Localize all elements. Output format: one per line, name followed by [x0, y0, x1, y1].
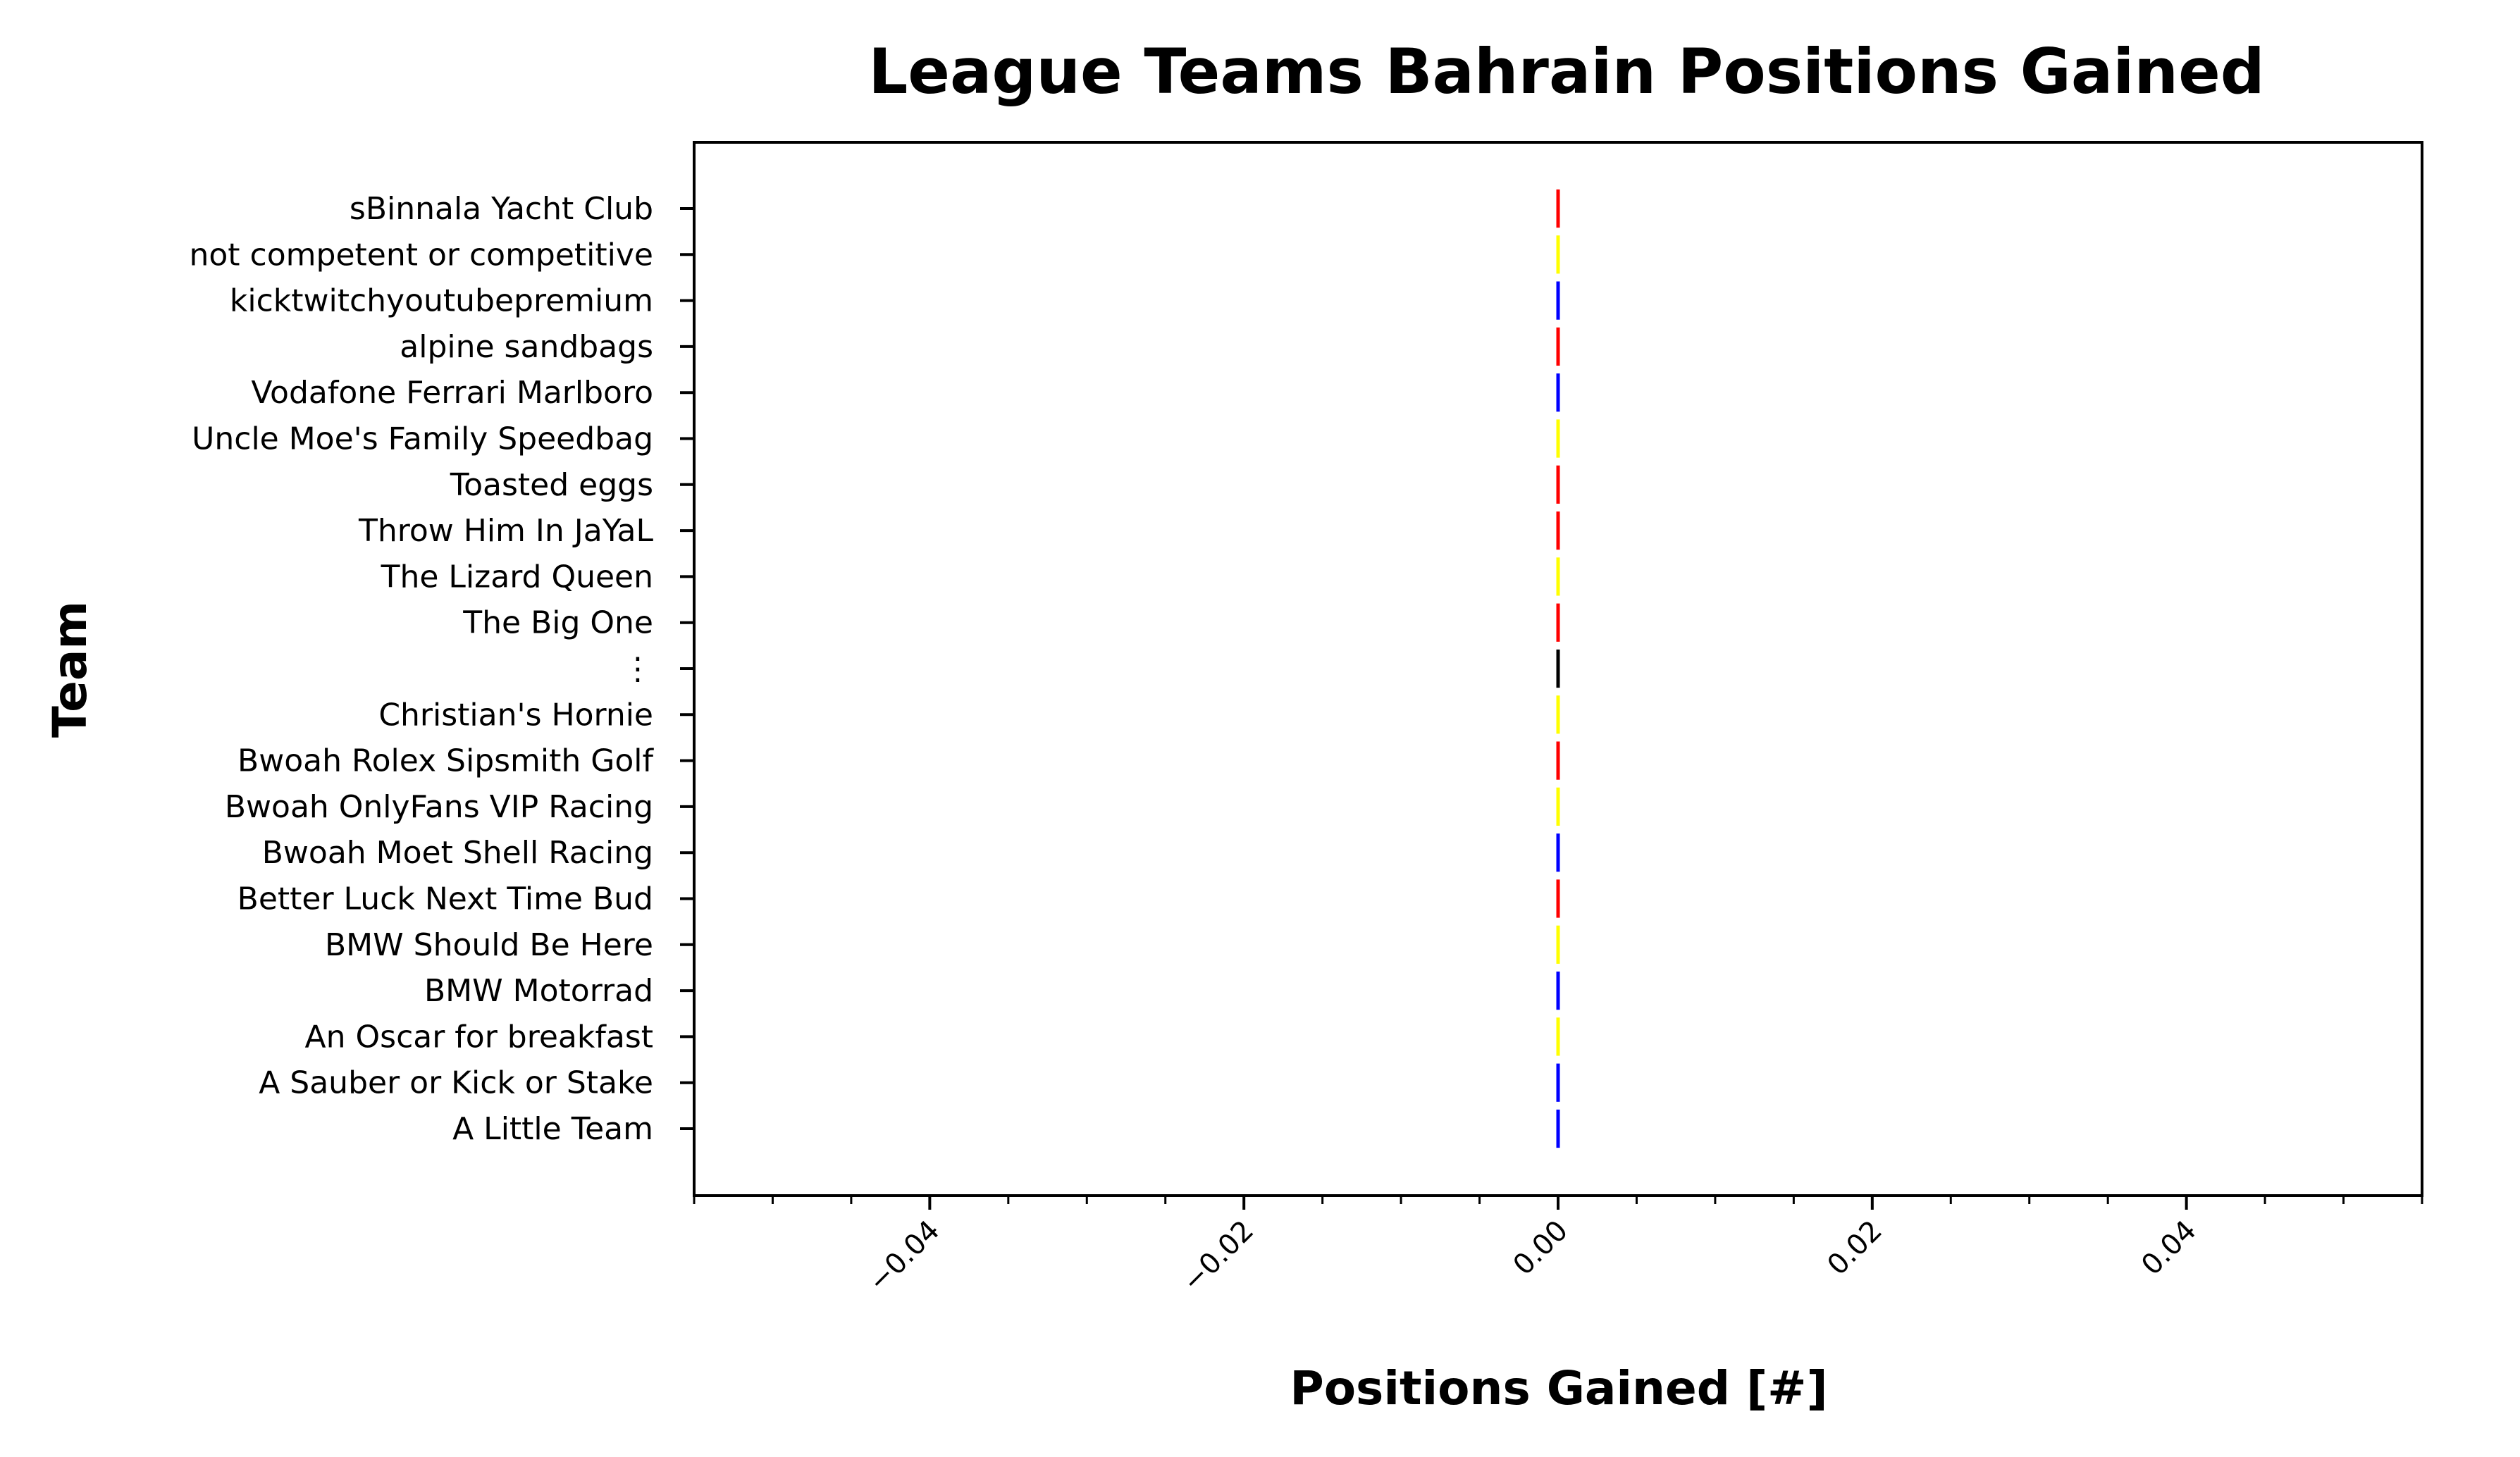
y-tick-label: Better Luck Next Time Bud — [237, 881, 653, 917]
bar — [1556, 1017, 1560, 1056]
x-tick-label: 0.00 — [1507, 1215, 1575, 1282]
y-tick-label: Throw Him In JaYaL — [358, 513, 654, 549]
y-axis-label: Team — [43, 601, 97, 738]
y-tick-label: An Oscar for breakfast — [305, 1019, 653, 1055]
y-tick-label: The Lizard Queen — [381, 559, 653, 595]
x-axis-label: Positions Gained [#] — [1290, 1361, 1827, 1415]
y-tick-label: Toasted eggs — [450, 467, 653, 503]
bar — [1556, 465, 1560, 504]
y-tick-label: kicktwitchyoutubepremium — [230, 283, 653, 319]
y-tick-label: Christian's Hornie — [378, 697, 653, 733]
bar — [1556, 281, 1560, 320]
y-tick-label: Vodafone Ferrari Marlboro — [251, 375, 653, 411]
bar — [1556, 971, 1560, 1010]
bar — [1556, 511, 1560, 550]
bar — [1556, 235, 1560, 274]
y-tick-label: BMW Should Be Here — [325, 927, 653, 963]
bar — [1556, 649, 1560, 688]
chart-title: League Teams Bahrain Positions Gained — [868, 35, 2265, 108]
y-tick-label: The Big One — [462, 605, 653, 641]
x-tick-label: 0.02 — [1821, 1215, 1889, 1282]
y-tick-label: Bwoah Rolex Sipsmith Golf — [237, 743, 654, 779]
bar — [1556, 695, 1560, 734]
bar — [1556, 419, 1560, 458]
x-tick-label: 0.04 — [2135, 1215, 2203, 1282]
bar — [1556, 189, 1560, 228]
bar — [1556, 603, 1560, 642]
bar — [1556, 787, 1560, 826]
x-tick-label: −0.02 — [1176, 1215, 1260, 1298]
y-tick-label: not competent or competitive — [190, 237, 654, 273]
bar — [1556, 741, 1560, 780]
y-tick-label: Uncle Moe's Family Speedbag — [192, 421, 653, 457]
y-tick-label: A Little Team — [452, 1111, 653, 1147]
bar — [1556, 833, 1560, 872]
y-tick-label: alpine sandbags — [400, 329, 653, 365]
y-tick-label: Bwoah OnlyFans VIP Racing — [225, 789, 653, 825]
y-tick-label: sBinnala Yacht Club — [350, 191, 653, 227]
y-tick-label: Bwoah Moet Shell Racing — [262, 835, 653, 871]
bar — [1556, 327, 1560, 366]
bar — [1556, 1063, 1560, 1102]
y-tick-label: BMW Motorrad — [424, 973, 653, 1009]
bar — [1556, 557, 1560, 596]
bar — [1556, 925, 1560, 964]
bar — [1556, 1109, 1560, 1148]
bar — [1556, 879, 1560, 918]
x-tick-label: −0.04 — [862, 1215, 946, 1298]
plot-area: −0.04 −0.02 0.00 0.02 0.04 A Little Team A Sau… — [190, 141, 2423, 1298]
y-tick-label: A Sauber or Kick or Stake — [259, 1065, 653, 1101]
y-tick-label: ⋮ — [622, 651, 653, 687]
bar — [1556, 373, 1560, 412]
